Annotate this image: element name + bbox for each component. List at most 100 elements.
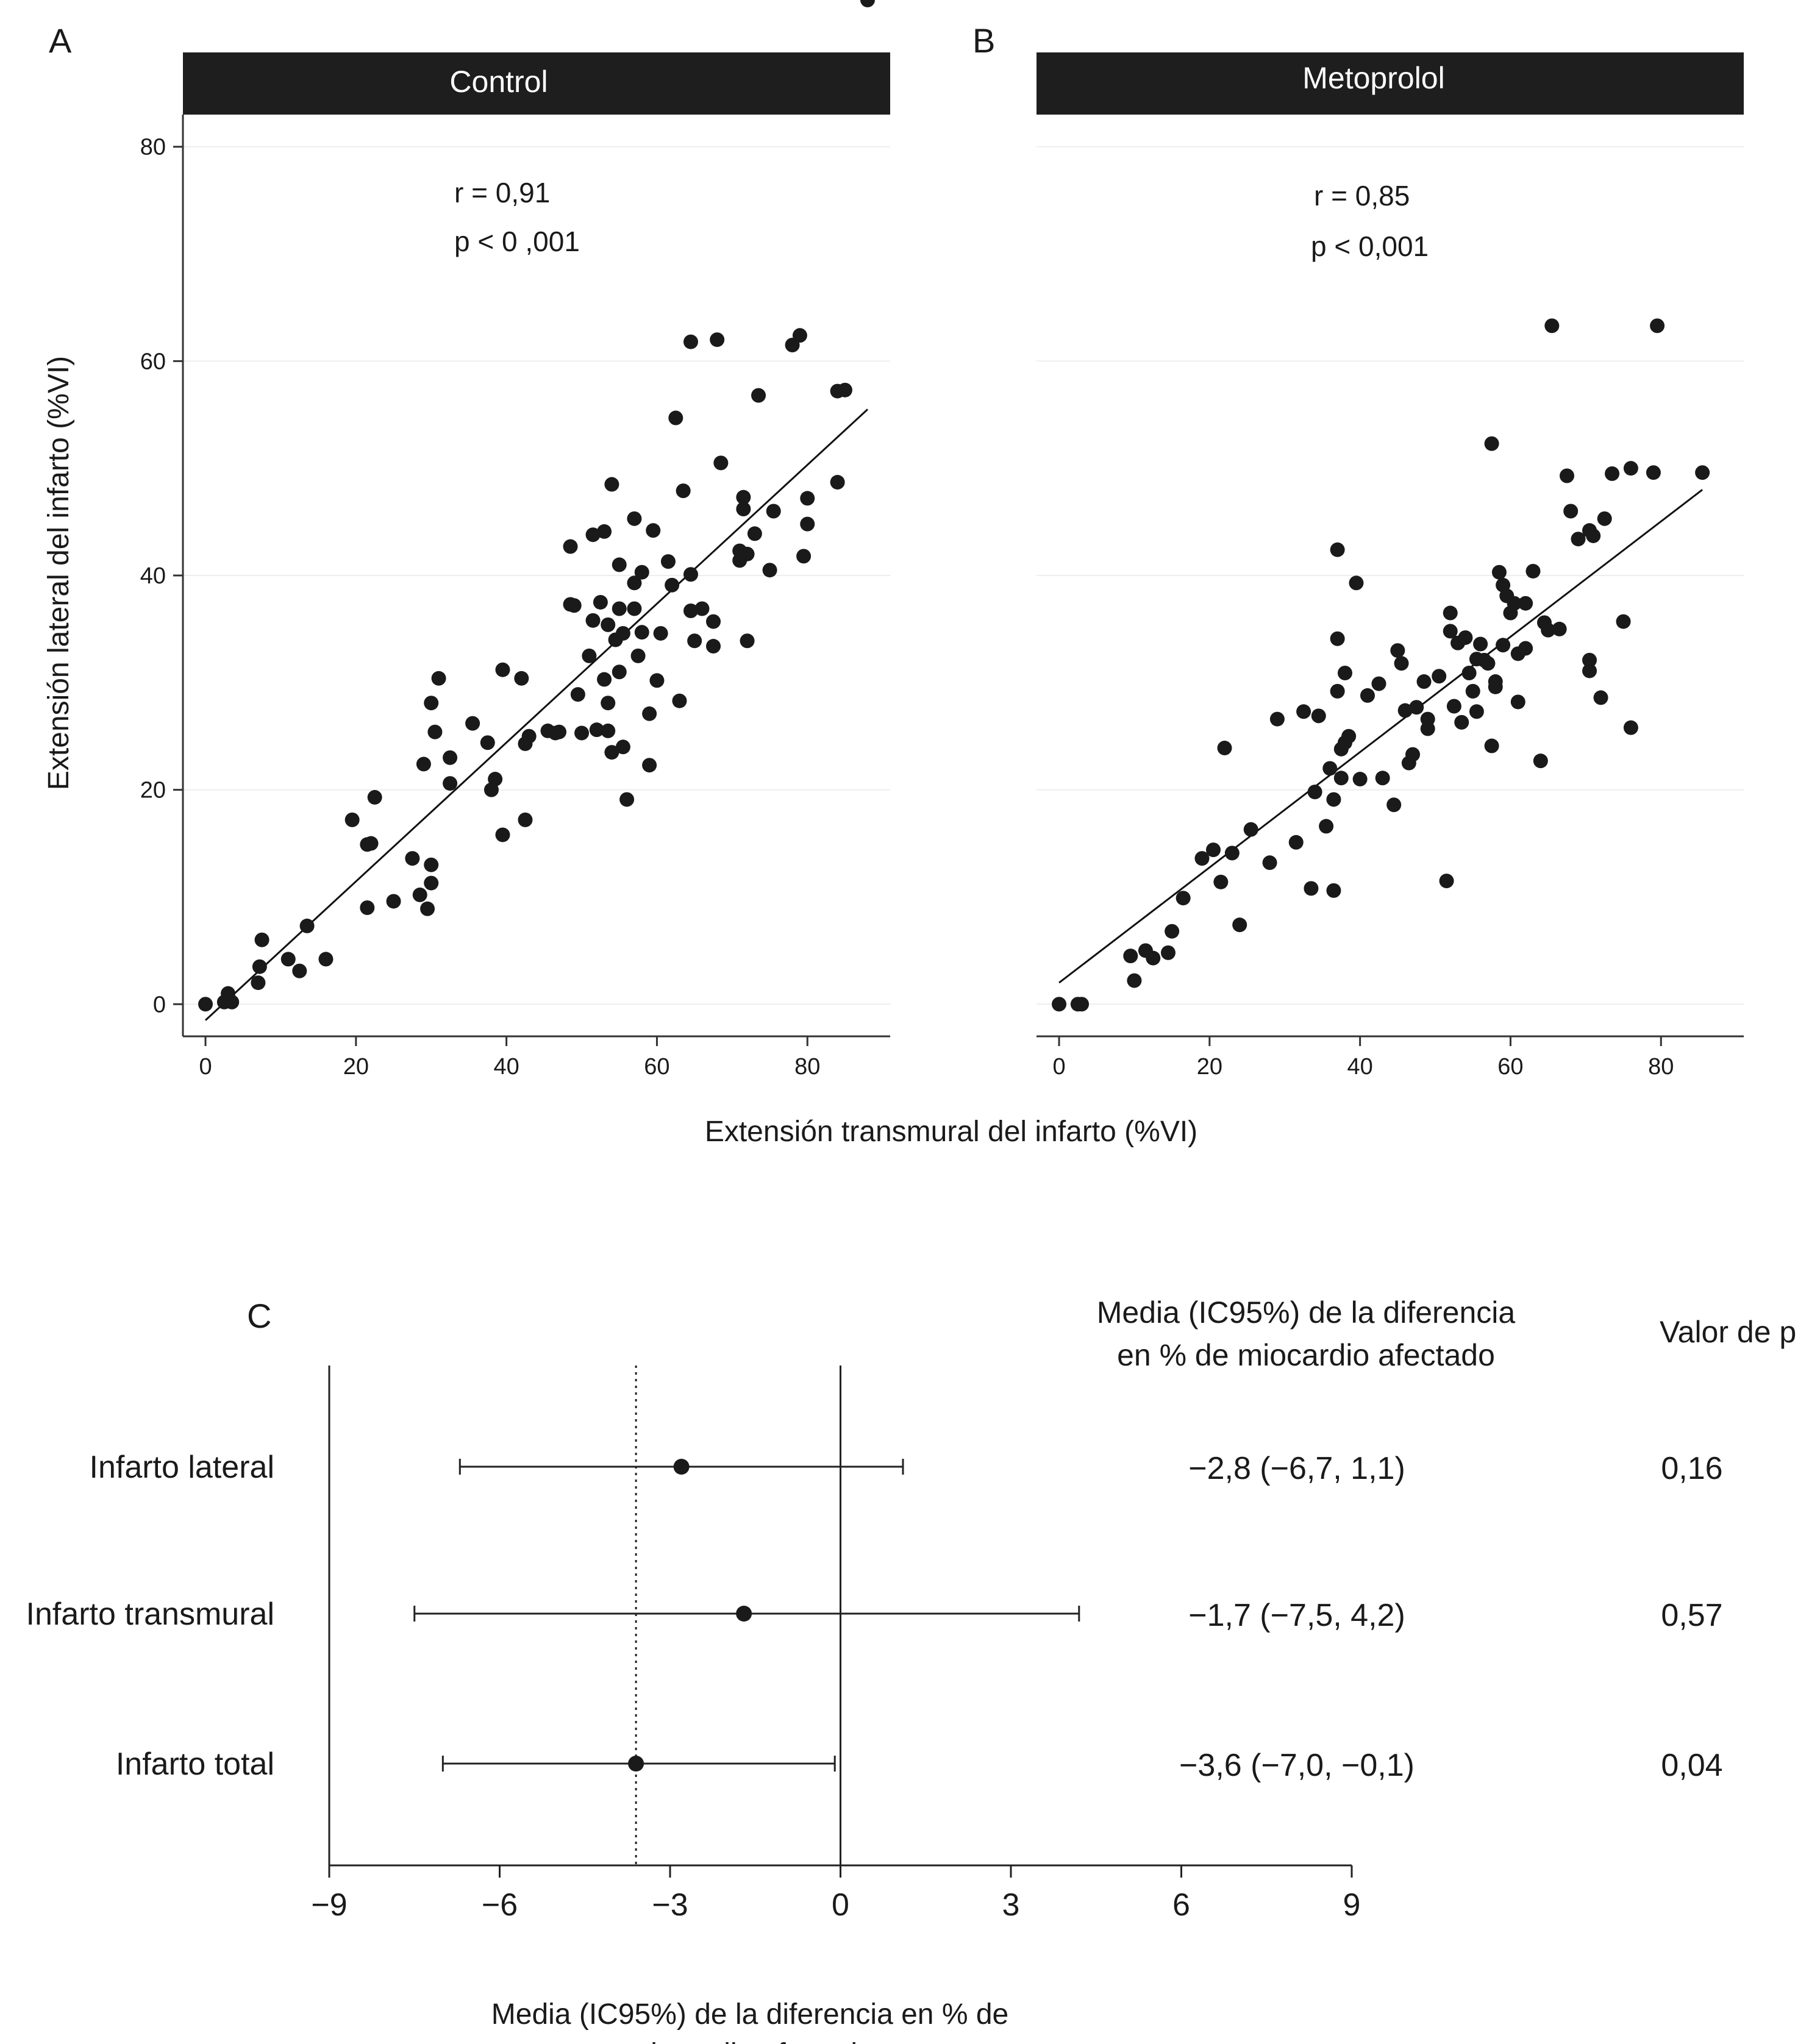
data-point xyxy=(1473,636,1488,652)
facet-header-control xyxy=(183,52,890,115)
data-point xyxy=(1165,924,1180,939)
x-tick-label: 0 xyxy=(199,1054,212,1080)
facet-title-metoprolol: Metoprolol xyxy=(1302,61,1444,95)
data-point xyxy=(668,410,683,426)
data-point xyxy=(710,332,725,347)
x-tick-label: 20 xyxy=(1197,1054,1222,1080)
data-point xyxy=(597,524,612,539)
data-point xyxy=(1480,656,1496,671)
stat-r: r = 0,91 xyxy=(454,177,550,208)
panel-letter-c: C xyxy=(247,1297,271,1335)
data-point xyxy=(736,501,751,516)
data-point xyxy=(292,963,307,978)
data-point xyxy=(860,0,875,7)
data-point xyxy=(1597,511,1612,526)
data-point xyxy=(1484,436,1499,451)
x-tick-label: 20 xyxy=(343,1054,369,1080)
data-point xyxy=(1322,761,1338,776)
data-point xyxy=(1416,674,1432,689)
regression-line xyxy=(1058,489,1704,984)
data-point xyxy=(604,477,619,492)
data-point xyxy=(252,959,267,974)
y-tick-label: 20 xyxy=(140,778,166,803)
x-axis-title: Extensión transmural del infarto (%VI) xyxy=(705,1116,1197,1148)
data-point xyxy=(1326,883,1341,898)
data-point xyxy=(424,696,439,711)
data-point xyxy=(627,601,642,616)
data-point xyxy=(443,776,458,791)
data-point xyxy=(1582,663,1597,678)
data-point xyxy=(1458,630,1473,645)
p-value-label: 0,57 xyxy=(1661,1598,1722,1633)
row-label: Infarto transmural xyxy=(26,1597,275,1632)
data-point xyxy=(1518,641,1533,656)
data-point xyxy=(1206,842,1221,858)
p-value-label: 0,16 xyxy=(1661,1451,1722,1486)
data-point xyxy=(1337,665,1352,680)
data-point xyxy=(630,648,646,663)
data-point xyxy=(318,952,334,967)
data-point xyxy=(1269,711,1285,727)
data-point xyxy=(615,739,630,755)
data-point xyxy=(653,625,668,641)
data-point xyxy=(1194,851,1210,866)
y-tick-label: 40 xyxy=(140,563,166,589)
regression-line xyxy=(205,408,868,1021)
data-point xyxy=(762,563,777,578)
data-point xyxy=(706,639,721,654)
facet-title-control: Control xyxy=(449,65,548,99)
row-label: Infarto total xyxy=(116,1747,274,1782)
data-point xyxy=(1074,997,1090,1012)
data-point xyxy=(1432,669,1447,684)
forest-row: Infarto transmural −1,7 (−7,5, 4,2) 0,57 xyxy=(26,1597,1723,1633)
data-point xyxy=(224,994,240,1010)
data-point xyxy=(495,662,510,677)
data-point xyxy=(1390,643,1405,658)
data-point xyxy=(420,901,435,916)
panel-letter-a: A xyxy=(49,21,72,60)
data-point xyxy=(1563,504,1579,519)
forest-row: Infarto lateral −2,8 (−6,7, 1,1) 0,16 xyxy=(90,1450,1723,1486)
data-point xyxy=(1127,973,1142,988)
data-point xyxy=(344,812,360,827)
data-point xyxy=(251,975,266,991)
data-point xyxy=(1484,738,1499,753)
data-point xyxy=(1397,703,1413,718)
data-point xyxy=(1443,605,1458,621)
data-point xyxy=(1330,542,1345,557)
y-tick-label: 60 xyxy=(140,349,166,374)
data-point xyxy=(627,575,642,591)
data-point xyxy=(1605,466,1620,481)
data-point xyxy=(612,664,627,680)
scatter-panel-control: Control 0 20 40 60 80 0 20 40 60 80 r = 0,91 p <… xyxy=(140,0,890,1080)
data-point xyxy=(1349,575,1364,591)
data-point xyxy=(601,696,616,711)
data-point xyxy=(574,725,590,741)
data-point xyxy=(1623,720,1638,735)
data-point xyxy=(1552,621,1567,636)
data-point xyxy=(405,851,420,866)
data-point xyxy=(683,334,698,349)
data-point xyxy=(796,549,812,564)
data-point xyxy=(1375,771,1390,786)
forest-x-title-line-2: miocardio afectado xyxy=(626,2038,874,2044)
data-point xyxy=(1311,708,1326,724)
panel-letter-b: B xyxy=(972,21,995,60)
data-point xyxy=(521,728,537,744)
data-point xyxy=(280,952,296,967)
data-point xyxy=(518,812,533,827)
data-point xyxy=(1341,728,1357,744)
data-point xyxy=(642,758,657,773)
data-point xyxy=(1394,656,1409,671)
data-point xyxy=(566,598,582,613)
data-point xyxy=(1330,683,1345,699)
data-point xyxy=(254,932,269,947)
data-point xyxy=(1360,688,1375,703)
data-point xyxy=(1695,465,1710,480)
data-point xyxy=(552,724,567,739)
facet-header-metoprolol xyxy=(1037,52,1744,115)
data-point xyxy=(589,722,604,738)
y-axis-title: Extensión lateral del infarto (%VI) xyxy=(43,356,75,790)
mean-point xyxy=(628,1756,644,1772)
forest-plot: −9 −6 −3 0 3 6 9 Infarto lateral −2,8 (−6,7, 1,… xyxy=(26,1295,1797,2044)
